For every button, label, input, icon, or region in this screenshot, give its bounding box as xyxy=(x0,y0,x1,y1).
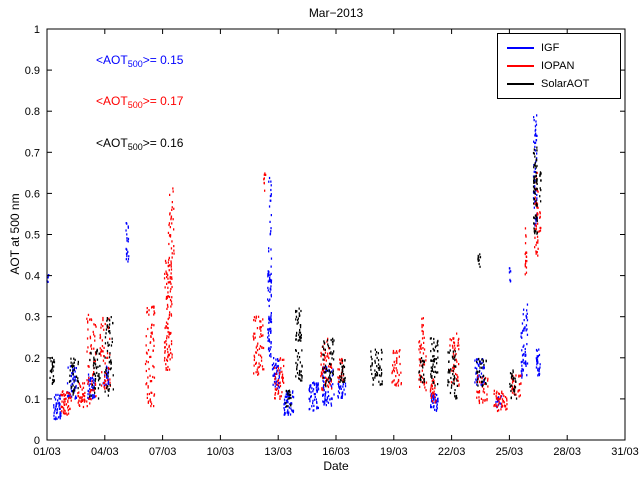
legend-line-sample xyxy=(507,65,534,67)
mean-aot-annotation: <AOT500>= 0.17 xyxy=(96,94,184,110)
legend-entry-igf: IGF xyxy=(498,39,620,57)
y-tick-label: 0.7 xyxy=(25,147,40,159)
y-tick-label: 0.9 xyxy=(25,65,40,77)
y-tick-label: 0.8 xyxy=(25,106,40,118)
x-tick-label: 13/03 xyxy=(264,446,292,458)
legend-label: SolarAOT xyxy=(541,78,590,90)
y-tick-label: 0.3 xyxy=(25,312,40,324)
y-tick-label: 0.2 xyxy=(25,353,40,365)
x-tick-label: 07/03 xyxy=(149,446,177,458)
x-tick-label: 28/03 xyxy=(553,446,581,458)
legend-label: IOPAN xyxy=(541,60,575,72)
mean-aot-annotation: <AOT500>= 0.15 xyxy=(96,53,184,69)
y-tick-label: 0.6 xyxy=(25,188,40,200)
y-tick-label: 0.1 xyxy=(25,394,40,406)
legend-line-sample xyxy=(507,47,534,49)
legend-entry-solaraot: SolarAOT xyxy=(498,75,620,93)
legend: IGF IOPAN SolarAOT xyxy=(497,33,621,99)
mean-aot-annotation: <AOT500>= 0.16 xyxy=(96,136,184,152)
legend-line-sample xyxy=(507,83,534,85)
x-tick-label: 25/03 xyxy=(496,446,524,458)
x-tick-label: 04/03 xyxy=(91,446,119,458)
chart-title: Mar−2013 xyxy=(308,6,364,20)
x-axis-label: Date xyxy=(323,459,349,473)
x-tick-label: 01/03 xyxy=(33,446,61,458)
y-tick-label: 0.4 xyxy=(25,271,40,283)
x-tick-label: 16/03 xyxy=(322,446,350,458)
y-tick-label: 0.5 xyxy=(25,230,40,242)
series-solaraot xyxy=(49,146,542,408)
y-tick-label: 1 xyxy=(34,24,40,36)
legend-label: IGF xyxy=(541,42,560,54)
x-tick-label: 19/03 xyxy=(380,446,408,458)
x-tick-label: 22/03 xyxy=(438,446,466,458)
x-tick-label: 10/03 xyxy=(207,446,235,458)
legend-entry-iopan: IOPAN xyxy=(498,57,620,75)
y-tick-label: 0 xyxy=(34,435,40,447)
x-tick-label: 31/03 xyxy=(611,446,639,458)
